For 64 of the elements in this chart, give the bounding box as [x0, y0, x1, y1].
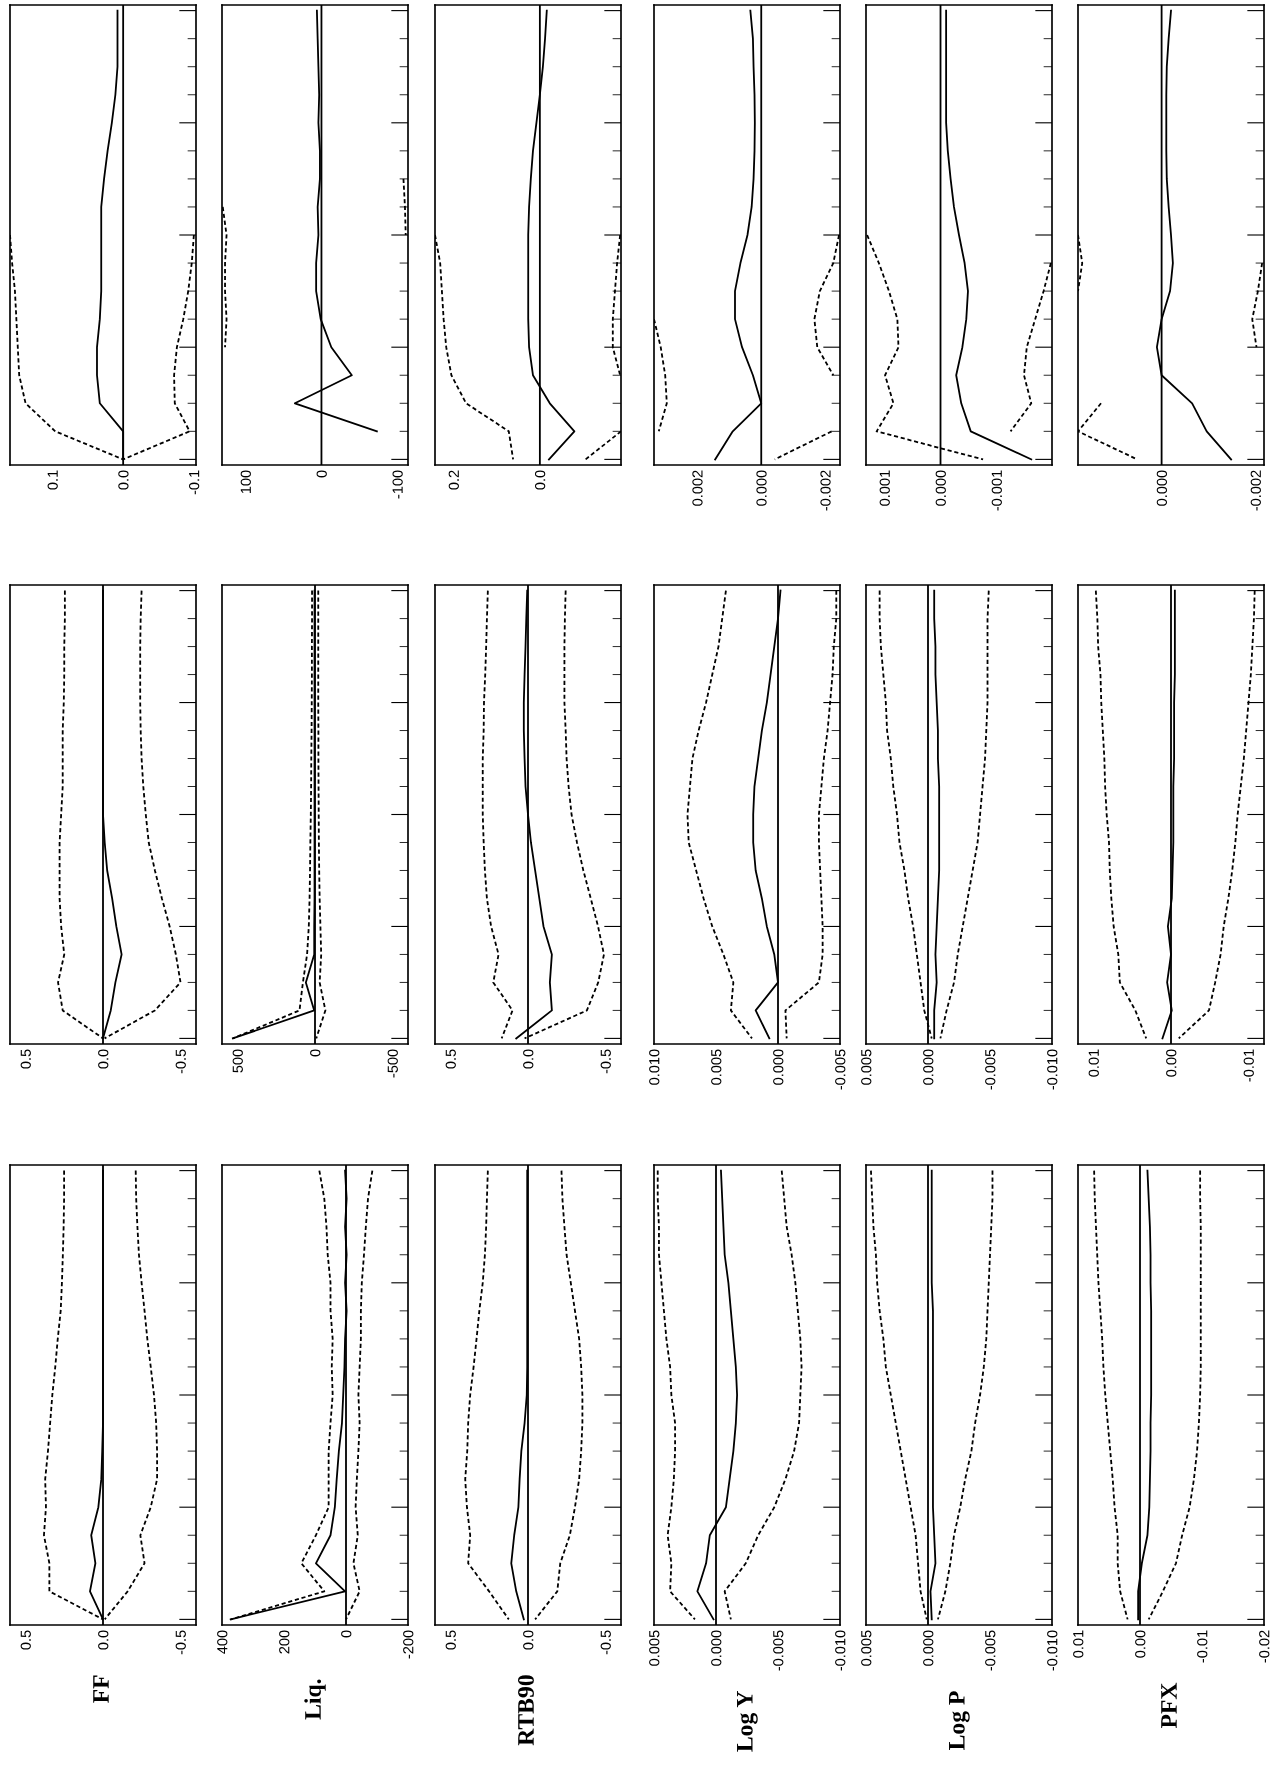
x-tick-label: 400 — [217, 1630, 228, 1654]
x-tick-label: -0.5 — [600, 1630, 611, 1655]
x-tick-label: 200 — [279, 1630, 290, 1654]
x-tick-label: 0.1 — [47, 470, 58, 490]
x-tick-label: 0.0 — [523, 1049, 534, 1069]
y-axis-title: FF — [93, 1675, 109, 1703]
x-tick-label: -0.001 — [991, 470, 1002, 511]
y-axis-title: RTB90 — [517, 1675, 534, 1746]
x-tick-label: -0.005 — [773, 1630, 784, 1671]
x-tick-label: 0 — [310, 1049, 321, 1057]
x-tick-label: 0.000 — [923, 1630, 934, 1666]
x-tick-label: -0.005 — [985, 1049, 996, 1090]
x-tick-label: 0 — [316, 470, 327, 478]
x-tick-label: 100 — [240, 470, 251, 494]
x-tick-label: -0.010 — [1047, 1049, 1058, 1090]
y-axis-title: Liq. — [304, 1679, 326, 1720]
x-tick-label: -0.005 — [835, 1049, 846, 1090]
x-tick-label: -100 — [392, 470, 403, 499]
x-tick-label: 0 — [341, 1630, 352, 1638]
x-tick-label: 0.0 — [534, 470, 546, 490]
x-tick-label: -0.002 — [820, 470, 831, 511]
x-tick-label: 0.000 — [935, 470, 946, 506]
x-tick-label: 0.2 — [448, 470, 459, 490]
x-tick-label: 0.01 — [1073, 1630, 1084, 1658]
x-tick-label: 0.010 — [649, 1049, 660, 1085]
x-tick-label: -0.002 — [1250, 470, 1261, 511]
x-tick-label: 0.0 — [523, 1630, 534, 1650]
x-tick-label: 0.002 — [692, 470, 703, 506]
x-tick-label: -200 — [403, 1630, 414, 1659]
x-tick-label: 0.01 — [1088, 1049, 1099, 1077]
x-tick-label: -0.5 — [600, 1049, 611, 1074]
x-tick-label: -0.010 — [835, 1630, 846, 1671]
y-axis-title: PFX — [1161, 1682, 1177, 1729]
x-tick-label: 0.000 — [756, 470, 767, 506]
x-tick-label: -0.1 — [188, 470, 200, 495]
x-tick-label: 0.00 — [1135, 1630, 1146, 1658]
x-tick-label: -500 — [387, 1049, 398, 1078]
x-tick-label: 0.5 — [445, 1630, 456, 1650]
x-tick-label: -0.5 — [175, 1630, 186, 1655]
x-tick-label: 0.5 — [20, 1630, 31, 1650]
x-tick-label: -0.005 — [985, 1630, 996, 1671]
x-tick-label: 0.001 — [879, 470, 890, 506]
x-tick-label: 0.00 — [1166, 1049, 1177, 1077]
x-tick-label: -0.010 — [1047, 1630, 1058, 1671]
x-tick-label: 0.0 — [118, 470, 129, 490]
y-axis-title: Log P — [949, 1691, 970, 1750]
x-tick-label: 0.005 — [861, 1630, 872, 1666]
x-tick-label: 0.5 — [20, 1049, 31, 1069]
x-tick-label: 0.005 — [649, 1630, 660, 1666]
x-tick-label: 0.000 — [923, 1049, 934, 1085]
x-tick-label: 0.000 — [711, 1630, 722, 1666]
x-tick-label: 0.000 — [1156, 470, 1168, 506]
x-tick-label: -0.01 — [1243, 1049, 1254, 1082]
x-tick-label: 0.005 — [711, 1049, 722, 1085]
x-tick-label: 0.0 — [98, 1049, 109, 1069]
x-tick-label: -0.02 — [1259, 1630, 1270, 1663]
x-tick-label: 0.0 — [98, 1630, 109, 1650]
y-axis-title: Log Y — [737, 1691, 758, 1752]
x-tick-label: 0.5 — [445, 1049, 456, 1069]
x-tick-label: 0.005 — [861, 1049, 872, 1085]
x-tick-label: -0.5 — [175, 1049, 186, 1074]
x-tick-label: 500 — [232, 1049, 243, 1073]
x-tick-label: 0.000 — [773, 1049, 784, 1085]
x-tick-label: -0.01 — [1197, 1630, 1208, 1663]
